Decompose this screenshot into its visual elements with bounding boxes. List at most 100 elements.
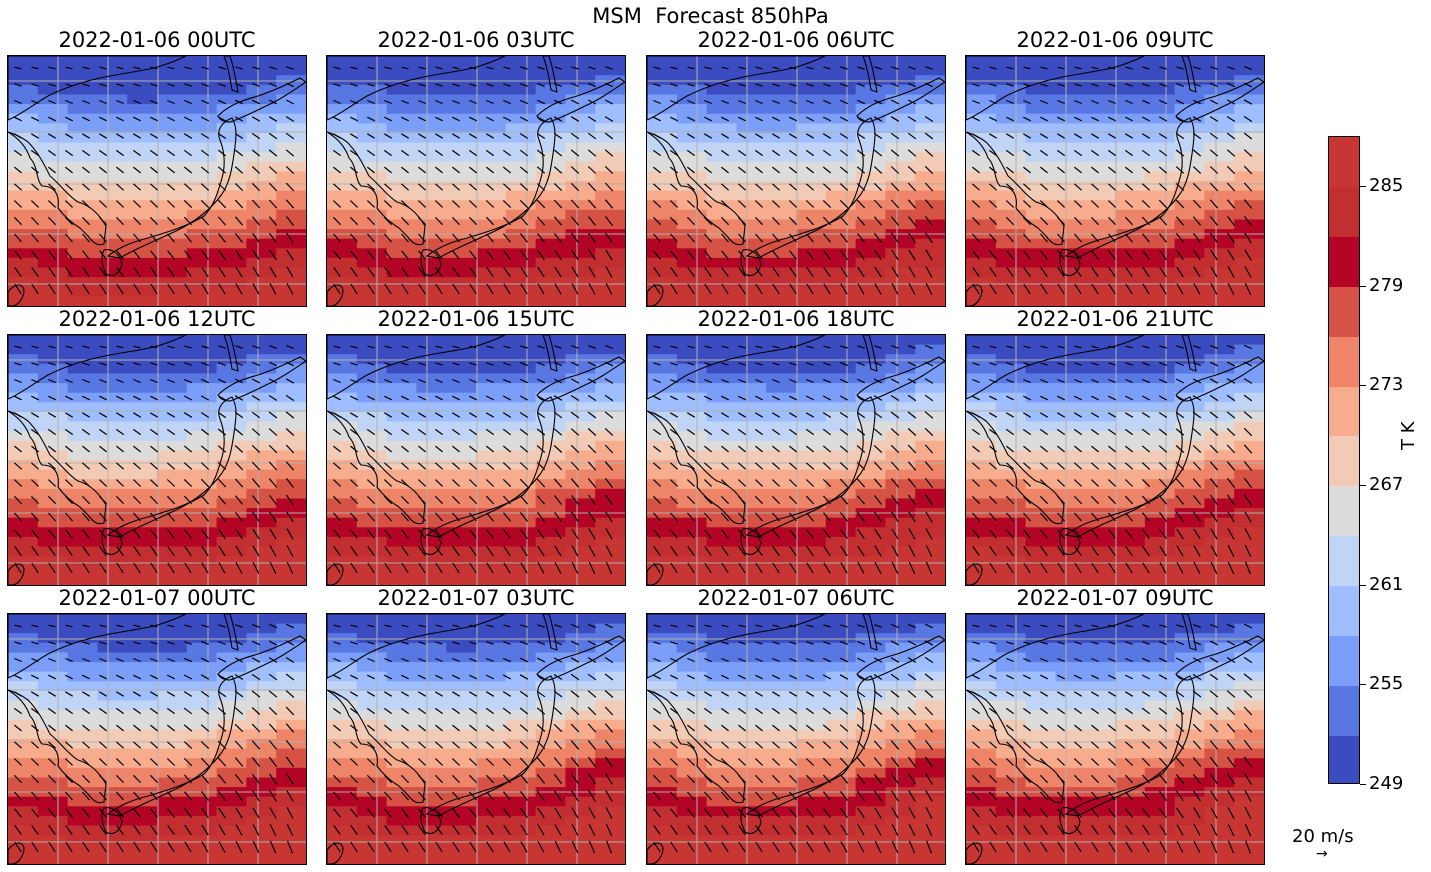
temperature-cell bbox=[505, 142, 537, 153]
temperature-cell bbox=[356, 565, 388, 576]
wind-arrow bbox=[806, 545, 814, 557]
temperature-cell bbox=[127, 431, 158, 442]
temperature-cell bbox=[446, 440, 477, 451]
temperature-cell bbox=[386, 623, 417, 634]
coastline bbox=[862, 335, 878, 372]
temperature-cell bbox=[327, 344, 358, 355]
temperature-cell bbox=[276, 84, 306, 95]
temperature-cell bbox=[1144, 556, 1176, 567]
wind-arrow bbox=[485, 149, 495, 157]
wind-arrow bbox=[519, 445, 529, 453]
temperature-cell bbox=[766, 556, 797, 567]
wind-arrow bbox=[1040, 362, 1048, 366]
wind-arrow bbox=[806, 116, 814, 122]
temperature-cell bbox=[995, 556, 1027, 567]
temperature-cell bbox=[1204, 431, 1235, 442]
temperature-cell bbox=[565, 536, 596, 548]
temperature-cell bbox=[67, 469, 98, 480]
wind-arrow bbox=[234, 428, 244, 436]
temperature-cell bbox=[276, 556, 306, 567]
temperature-cell bbox=[416, 286, 447, 297]
temperature-cell bbox=[476, 142, 507, 153]
wind-arrow bbox=[286, 840, 294, 854]
temperature-cell bbox=[67, 844, 98, 855]
temperature-cell bbox=[1174, 132, 1205, 144]
temperature-cell bbox=[565, 623, 596, 634]
temperature-cell bbox=[127, 700, 158, 711]
temperature-cell bbox=[796, 546, 827, 557]
temperature-cell bbox=[595, 392, 625, 403]
wind-arrow bbox=[772, 283, 780, 295]
temperature-cell bbox=[246, 238, 277, 249]
temperature-cell bbox=[885, 469, 916, 480]
wind-arrow bbox=[1040, 283, 1048, 295]
temperature-cell bbox=[706, 556, 737, 567]
temperature-cell bbox=[595, 190, 625, 201]
wind-arrow bbox=[285, 428, 295, 436]
temperature-cell bbox=[855, 402, 886, 413]
temperature-cell bbox=[1204, 565, 1235, 576]
wind-arrow bbox=[536, 640, 546, 646]
temperature-cell bbox=[127, 575, 158, 585]
temperature-cell bbox=[157, 815, 188, 827]
temperature-cell bbox=[386, 565, 417, 576]
wind-arrow bbox=[789, 166, 797, 174]
wind-arrow bbox=[47, 774, 57, 784]
wind-arrow bbox=[687, 166, 695, 174]
temperature-cell bbox=[706, 152, 737, 163]
wind-arrow bbox=[840, 528, 848, 540]
temperature-cell bbox=[885, 440, 916, 451]
temperature-cell bbox=[676, 277, 708, 288]
temperature-cell bbox=[995, 84, 1027, 95]
wind-arrow bbox=[839, 478, 849, 488]
wind-arrow bbox=[755, 166, 763, 174]
temperature-cell bbox=[796, 354, 827, 365]
wind-arrow bbox=[82, 395, 90, 401]
temperature-cell bbox=[565, 161, 596, 172]
temperature-cell bbox=[535, 479, 566, 490]
wind-arrow bbox=[536, 378, 546, 384]
temperature-cell bbox=[706, 527, 737, 538]
wind-arrow bbox=[98, 707, 108, 715]
temperature-cell bbox=[595, 815, 625, 827]
temperature-cell bbox=[97, 517, 128, 528]
temperature-cell bbox=[855, 460, 886, 471]
wind-arrow bbox=[1124, 133, 1134, 139]
temperature-cell bbox=[1055, 488, 1086, 499]
temperature-cell bbox=[1204, 104, 1235, 115]
temperature-cell bbox=[885, 181, 916, 192]
temperature-cell bbox=[157, 65, 188, 76]
temperature-cell bbox=[67, 132, 98, 144]
temperature-cell bbox=[535, 758, 566, 769]
temperature-cell bbox=[1144, 517, 1176, 528]
temperature-cell bbox=[476, 383, 507, 394]
temperature-cell bbox=[1025, 94, 1056, 105]
wind-arrow bbox=[1226, 361, 1236, 367]
wind-arrow bbox=[1227, 494, 1235, 506]
temperature-cell bbox=[356, 469, 388, 480]
wind-arrow bbox=[839, 166, 849, 174]
temperature-cell bbox=[276, 748, 306, 759]
temperature-cell bbox=[1055, 219, 1086, 230]
temperature-cell bbox=[97, 421, 128, 432]
temperature-cell bbox=[1204, 286, 1235, 297]
temperature-cell bbox=[736, 219, 767, 230]
temperature-cell bbox=[97, 392, 128, 403]
wind-arrow bbox=[235, 283, 243, 295]
wind-arrow bbox=[285, 723, 295, 733]
temperature-cell bbox=[246, 335, 277, 346]
wind-arrow bbox=[1090, 200, 1100, 208]
temperature-cell bbox=[216, 796, 247, 807]
temperature-cell bbox=[246, 517, 277, 528]
temperature-cell bbox=[67, 546, 98, 557]
wind-arrow bbox=[890, 378, 900, 384]
wind-arrow bbox=[48, 83, 56, 87]
temperature-cell bbox=[476, 373, 507, 384]
temperature-cell bbox=[706, 536, 737, 548]
wind-arrow bbox=[350, 116, 358, 122]
wind-arrow bbox=[587, 99, 597, 105]
wind-arrow bbox=[1040, 233, 1048, 243]
wind-arrow bbox=[502, 428, 512, 436]
wind-arrow bbox=[286, 561, 294, 575]
temperature-cell bbox=[127, 835, 158, 846]
